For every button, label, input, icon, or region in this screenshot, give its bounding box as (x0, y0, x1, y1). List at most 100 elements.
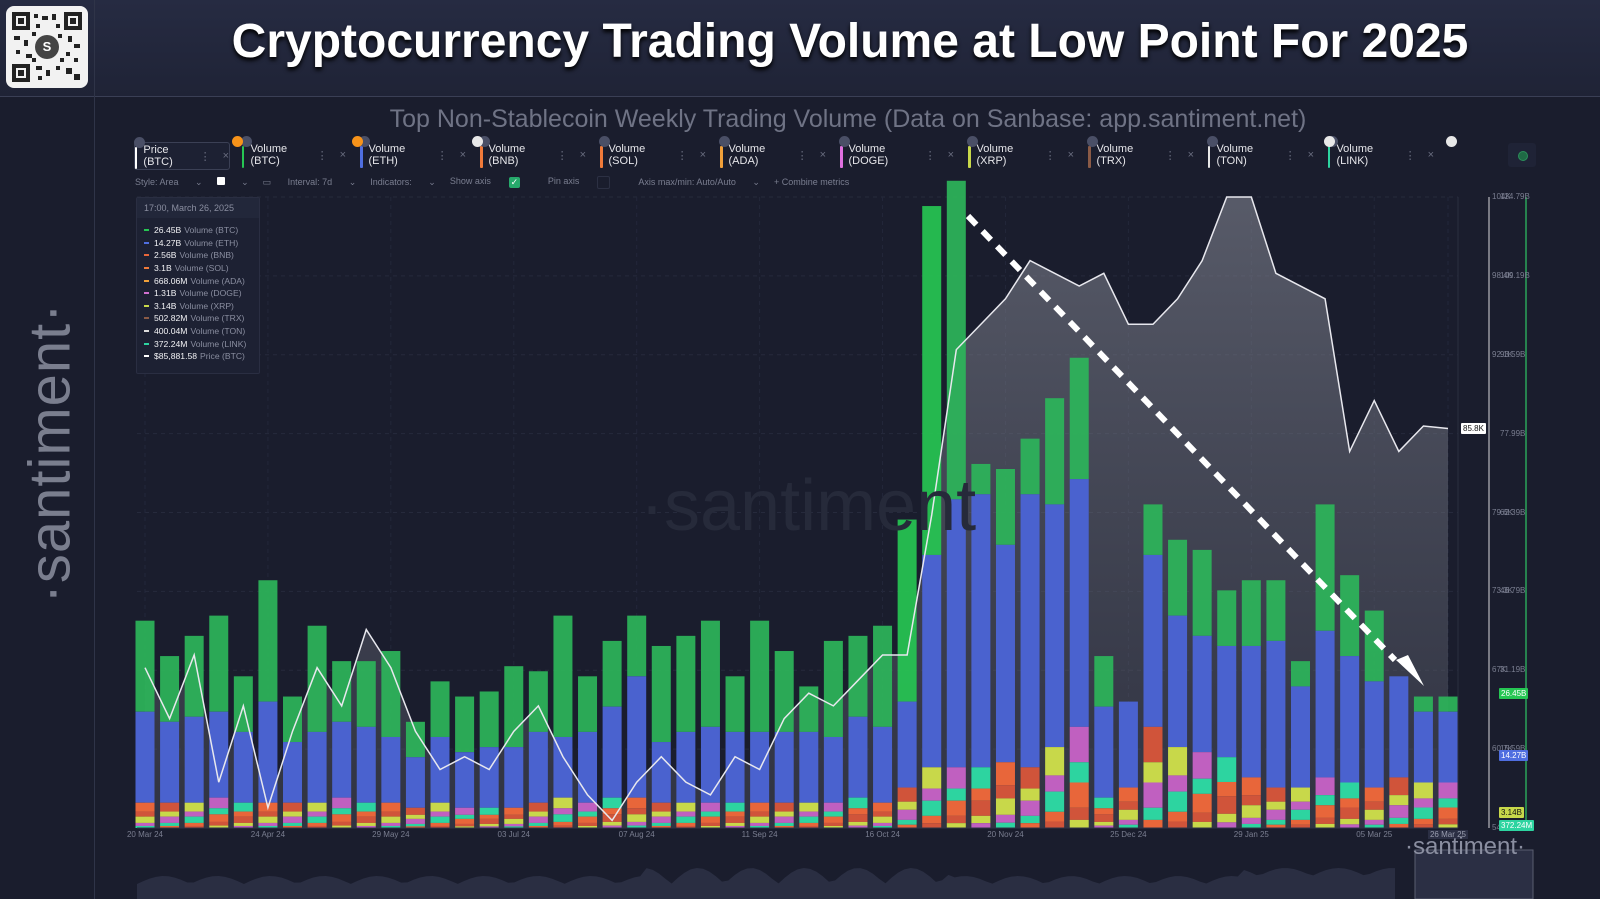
tooltip-time: 17:00, March 26, 2025 (137, 198, 259, 218)
metric-tab[interactable]: Volume (XRP) ⋮ × (967, 136, 1074, 168)
lock-icon[interactable] (359, 136, 370, 147)
close-icon[interactable]: × (1427, 149, 1434, 161)
bar-segment-other (995, 822, 1015, 828)
more-options-icon[interactable]: ⋮ (316, 149, 328, 162)
bar-segment-btc (381, 651, 401, 737)
close-icon[interactable]: × (1307, 149, 1314, 161)
bar-segment-other (1020, 767, 1040, 789)
close-icon[interactable]: × (1187, 149, 1194, 161)
bar-segment-other (504, 807, 524, 815)
bar-segment-other (1069, 782, 1089, 808)
lock-icon[interactable] (719, 136, 730, 147)
bar-segment-other (1364, 819, 1384, 825)
bar-segment-other (1241, 805, 1261, 818)
more-options-icon[interactable]: ⋮ (1284, 149, 1296, 162)
more-options-icon[interactable]: ⋮ (1044, 149, 1056, 162)
bar-segment-other (135, 825, 155, 828)
tooltip-label: Volume (ADA) (190, 275, 245, 286)
checkbox-unchecked-icon[interactable] (597, 175, 611, 189)
metric-tab[interactable]: Volume (ETH) ⋮ × (359, 136, 466, 168)
checkbox-checked-icon[interactable]: ✓ (508, 176, 520, 188)
bar-segment-btc (1315, 504, 1335, 631)
close-icon[interactable]: × (339, 149, 346, 161)
price-tick-label: 92.1K (1492, 349, 1513, 359)
bar-segment-btc (676, 635, 696, 732)
bar-segment-other (356, 825, 376, 828)
axis-maxmin-dropdown[interactable]: Axis max/min: Auto/Auto ⌄ (638, 176, 760, 187)
lock-icon[interactable] (599, 136, 610, 147)
bar-segment-other (922, 767, 942, 789)
close-icon[interactable]: × (459, 149, 466, 161)
more-options-icon[interactable]: ⋮ (199, 150, 211, 163)
lock-icon[interactable] (241, 136, 252, 147)
bar-segment-other (1364, 801, 1384, 810)
lock-icon[interactable] (134, 137, 145, 148)
bar-segment-btc (1438, 696, 1458, 712)
more-options-icon[interactable]: ⋮ (676, 149, 688, 162)
lock-icon[interactable] (1087, 136, 1098, 147)
price-tick-label: 60.7K (1492, 744, 1513, 754)
more-options-icon[interactable]: ⋮ (924, 149, 936, 162)
close-icon[interactable]: × (947, 149, 954, 161)
bar-segment-other (356, 802, 376, 812)
bar-segment-other (1045, 791, 1065, 812)
bar-segment-other (897, 801, 917, 810)
close-icon[interactable]: × (222, 150, 229, 162)
tooltip-row: 14.27B Volume (ETH) (137, 237, 259, 250)
bar-segment-other (430, 802, 450, 812)
bar-segment-other (922, 800, 942, 816)
metric-tab[interactable]: Volume (SOL) ⋮ × (599, 136, 706, 168)
metric-tab[interactable]: Volume (BTC) ⋮ × (241, 136, 346, 168)
metric-tab[interactable]: Volume (TON) ⋮ × (1207, 136, 1314, 168)
bar-segment-other (1192, 778, 1212, 794)
indicators-label: Indicators: (370, 176, 412, 187)
bar-segment-eth (1266, 640, 1286, 788)
bar-segment-other (971, 767, 991, 789)
bar-segment-other (528, 816, 548, 823)
more-options-icon[interactable]: ⋮ (556, 149, 568, 162)
close-icon[interactable]: × (579, 149, 586, 161)
bar-segment-other (799, 822, 819, 826)
bar-segment-other (725, 825, 745, 828)
lock-icon[interactable] (839, 136, 850, 147)
more-options-icon[interactable]: ⋮ (1404, 149, 1416, 162)
bar-segment-eth (1217, 645, 1237, 758)
bar-segment-btc (307, 625, 327, 732)
qr-code[interactable]: S (6, 6, 88, 88)
style-dropdown[interactable]: Style: Area ⌄ (135, 176, 203, 187)
pin-axis-toggle[interactable]: Pin axis (548, 175, 625, 189)
more-options-icon[interactable]: ⋮ (1164, 149, 1176, 162)
lock-icon[interactable] (1207, 136, 1218, 147)
metric-tab[interactable]: Volume (BNB) ⋮ × (479, 136, 586, 168)
metric-tab[interactable]: Volume (TRX) ⋮ × (1087, 136, 1194, 168)
more-options-icon[interactable]: ⋮ (436, 149, 448, 162)
bar-segment-btc (627, 615, 647, 677)
bar-segment-eth (184, 716, 204, 803)
color-picker[interactable]: ⌄ (216, 176, 249, 188)
metric-tab[interactable]: Volume (ADA) ⋮ × (719, 136, 826, 168)
lock-icon[interactable] (479, 136, 490, 147)
close-icon[interactable]: × (1067, 149, 1074, 161)
interval-dropdown[interactable]: ▭ Interval: 7d ⌄ (262, 176, 357, 187)
combine-metrics-button[interactable]: + Combine metrics (773, 177, 850, 187)
bar-segment-other (971, 788, 991, 801)
indicators-dropdown[interactable]: Indicators: ⌄ (370, 176, 436, 187)
bar-segment-other (233, 816, 253, 823)
volume-tick-label: 93.59B (1500, 349, 1526, 359)
bar-segment-other (1020, 788, 1040, 801)
show-axis-toggle[interactable]: Show axis ✓ (450, 176, 534, 188)
close-icon[interactable]: × (699, 149, 706, 161)
bar-segment-btc (774, 651, 794, 732)
more-options-icon[interactable]: ⋮ (796, 149, 808, 162)
bar-segment-other (258, 825, 278, 828)
coin-icon (232, 136, 243, 147)
bar-segment-other (602, 821, 622, 826)
metric-tab[interactable]: Volume (DOGE) ⋮ × (839, 136, 954, 168)
metric-tab[interactable]: Price (BTC) ⋮ × (134, 137, 230, 170)
bar-segment-btc (1290, 661, 1310, 687)
settings-toggle[interactable] (1508, 143, 1536, 167)
lock-icon[interactable] (967, 136, 978, 147)
close-icon[interactable]: × (819, 149, 826, 161)
vertical-divider (94, 0, 95, 899)
